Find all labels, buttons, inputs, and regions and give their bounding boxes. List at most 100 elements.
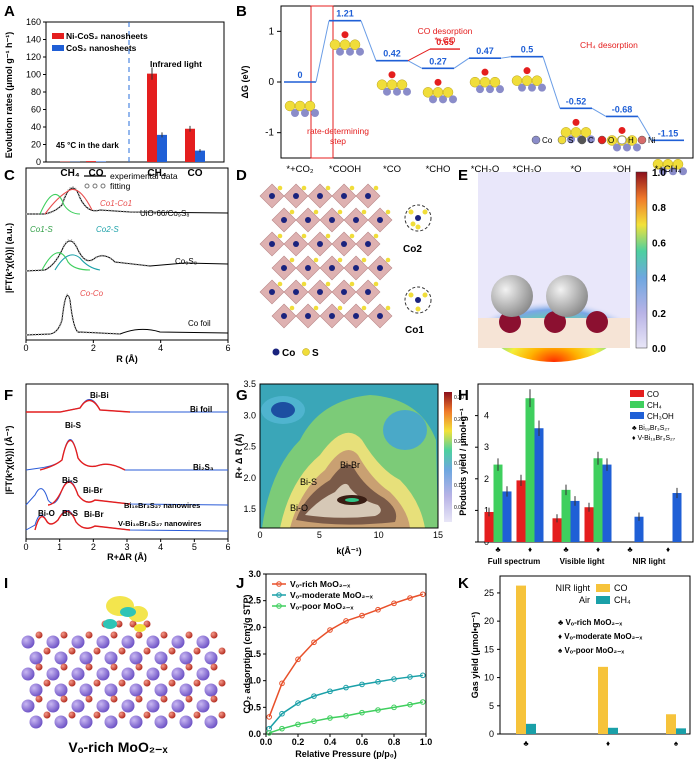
legend-swatch-ni-cos2	[52, 33, 64, 39]
mo-atom	[54, 715, 68, 729]
peak-label-bi-s-3: Bi-S	[62, 509, 79, 518]
bar	[584, 507, 594, 542]
mo-atom	[96, 635, 110, 649]
data-point	[279, 725, 285, 732]
co-atom	[269, 289, 275, 295]
panel-letter: H	[458, 387, 469, 404]
x-tick-label: CH₄	[60, 168, 79, 179]
colorbar-tick-label: 0.20	[454, 439, 464, 445]
mo-atom	[179, 683, 193, 697]
o-atom	[43, 711, 51, 719]
co-atom	[353, 265, 359, 271]
s-atom	[385, 209, 391, 215]
energy-connector	[591, 107, 607, 117]
legend-atom-dot	[617, 135, 627, 145]
s-atom	[301, 233, 307, 239]
x-ticks: 0.0 0.2 0.4 0.6 0.8 1.0	[260, 734, 433, 747]
nanoparticle	[491, 275, 533, 317]
o-atom	[160, 631, 168, 639]
s-atom	[301, 281, 307, 287]
mo-atom	[121, 635, 135, 649]
y-axis-label: Gas yield (μmol•g⁻¹)	[470, 612, 480, 698]
o-atom	[93, 647, 101, 655]
y-tick-label: 15	[484, 644, 494, 654]
mo-atom	[46, 635, 60, 649]
cobalt-atom	[613, 143, 621, 152]
legend-atom-dot	[577, 135, 587, 145]
bar	[672, 493, 682, 542]
x-tick-label: 0.0	[260, 737, 273, 747]
o-atom	[143, 647, 151, 655]
slab-structure	[21, 620, 226, 729]
energy-connector	[315, 20, 330, 83]
legend-atom-label: H	[628, 136, 634, 145]
s-atom	[325, 185, 331, 191]
x-tick-label: 10	[374, 530, 384, 540]
legend-atom-label: Co	[542, 136, 553, 145]
oxygen-atom	[434, 78, 442, 86]
site-circle-co2	[404, 204, 432, 232]
step-label: *OH	[613, 164, 631, 175]
s-atom	[289, 305, 295, 311]
data-point	[420, 672, 426, 679]
y-axis-label: CO₂ adsorption (cm³/g STP)	[242, 594, 252, 713]
y-axis-label: R+ Δ R (Å)	[234, 434, 244, 479]
y-tick-label: 80	[31, 87, 41, 97]
legend-atom-dot	[557, 135, 567, 145]
peak-label-bi-br: Bi-Br	[83, 486, 103, 495]
panel-letter: A	[4, 3, 15, 20]
co-atom	[329, 217, 335, 223]
bar	[552, 518, 562, 542]
cobalt-atom	[496, 85, 504, 94]
y-tick-label: 120	[26, 52, 41, 62]
s-atom	[373, 281, 379, 287]
oxygen-atom	[523, 67, 531, 75]
sulfur-atom	[672, 159, 684, 170]
s-atom	[349, 233, 355, 239]
legend-swatch	[596, 584, 610, 592]
site-circle-co1	[404, 286, 432, 314]
s-atom	[301, 185, 307, 191]
cobalt-atom	[336, 47, 344, 56]
o-atom	[210, 695, 218, 703]
legend-label: Vₒ-moderate MoO₂₋ₓ	[290, 590, 374, 600]
x-tick-label: 15	[433, 530, 443, 540]
y-tick-label: 20	[484, 616, 494, 626]
sulfur-atom	[580, 127, 592, 138]
y-tick-label: 3.5	[243, 379, 256, 389]
panel-a: A 0 20 40 60 80 100 120 140 160 CH₄ CO CH₄ CO Evolu…	[4, 3, 225, 179]
data-point	[391, 600, 397, 607]
o-atom	[185, 631, 193, 639]
colorbar	[444, 392, 452, 522]
legend-label-cos2: CoS₂ nanosheets	[66, 43, 137, 53]
step-label: *COOH	[329, 164, 361, 175]
panel-caption: Vₒ-rich MoO₂₋ₓ	[68, 739, 168, 755]
x-axis-label: R (Å)	[116, 354, 138, 364]
exafs-traces	[25, 186, 229, 336]
trace-label-co9s8: Co₉S₈	[175, 257, 197, 266]
y-tick-label: 0.0	[248, 729, 261, 739]
cobalt-atom	[567, 135, 575, 144]
panel-k: K Gas yield (μmol•g⁻¹) 0 5 10 15 20 25 ♣ ♦ ♠ NI…	[458, 575, 691, 748]
y-tick-label: 1.0	[248, 676, 261, 686]
y-tick-label: 5	[489, 701, 494, 711]
bar	[534, 428, 544, 542]
x-tick-label: 5	[317, 530, 322, 540]
o-atom	[60, 695, 68, 703]
o-atom	[168, 647, 176, 655]
y-axis-label: Evolution rates (μmol g⁻¹ h⁻¹)	[4, 32, 14, 159]
co-atom	[377, 313, 383, 319]
s-atom	[313, 209, 319, 215]
cobalt-atom	[291, 109, 299, 117]
s-atom	[277, 185, 283, 191]
legend-label: Vₒ-poor MoO₂₋ₓ	[290, 601, 354, 611]
bar	[570, 500, 580, 542]
step-label: *CO	[383, 164, 401, 175]
x-tick-label: 1.0	[420, 737, 433, 747]
o-atom	[68, 711, 76, 719]
step-label: *+CO₂	[286, 164, 313, 175]
cobalt-atom	[633, 143, 641, 152]
y-ticks: 0 20 40 60 80 100 120 140 160	[26, 17, 46, 167]
subcategory-marker: ♣	[495, 545, 501, 554]
panel-c: C |FT(k³χ(k))| (a.u.) R (Å) 0 2 4 6 experim…	[4, 167, 231, 364]
